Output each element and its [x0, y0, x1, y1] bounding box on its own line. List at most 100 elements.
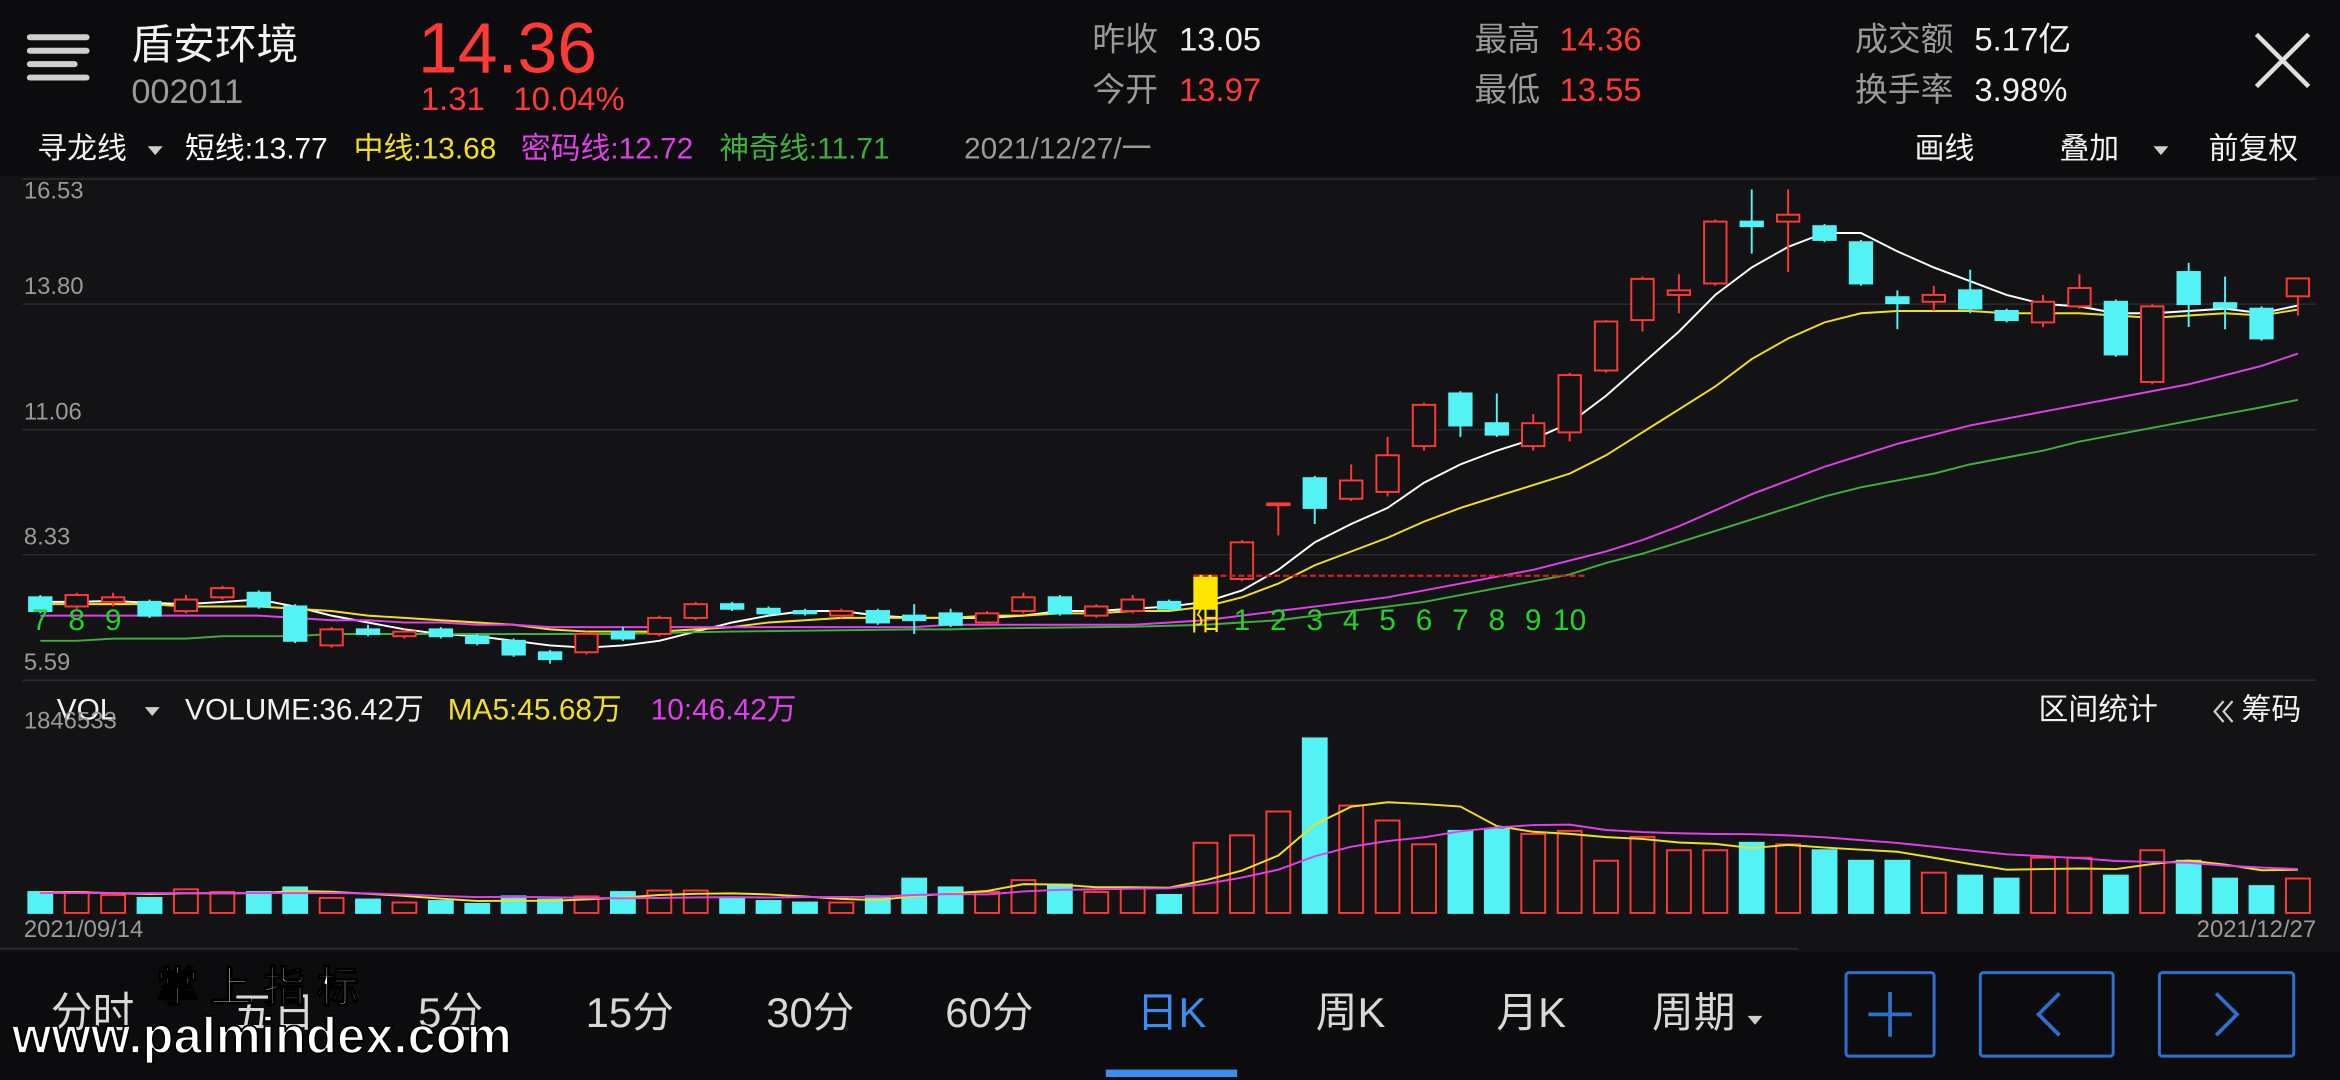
- volume-bar: [2212, 877, 2238, 914]
- period-tab[interactable]: 五日: [231, 989, 315, 1036]
- zoom-in-button[interactable]: [1844, 971, 1936, 1058]
- tool-button[interactable]: 画线: [1915, 133, 1975, 166]
- candle-body: [319, 628, 344, 647]
- tool-button[interactable]: 区间统计: [2039, 693, 2158, 726]
- legend-value: 13.68: [422, 133, 497, 166]
- volume-bar: [1265, 810, 1292, 914]
- y-tick-label: 16.53: [24, 178, 84, 205]
- volume-bar: [2102, 874, 2129, 914]
- candle-body: [28, 596, 53, 613]
- candle-body: [719, 603, 745, 610]
- volume-selector[interactable]: VOL: [57, 693, 117, 726]
- menu-button[interactable]: [26, 34, 90, 81]
- period-tab[interactable]: 周期: [1652, 989, 1736, 1036]
- volume-bar: [1556, 829, 1583, 914]
- stat-value: 3.98%: [1974, 71, 2067, 108]
- stat-label: 最低: [1474, 71, 1540, 108]
- period-tab[interactable]: 分时: [51, 989, 135, 1036]
- volume-bar: [1702, 849, 1729, 914]
- candle-body: [574, 632, 599, 654]
- volume-bar: [318, 897, 345, 914]
- candle-body: [1921, 293, 1946, 303]
- candle-body: [246, 591, 271, 608]
- count-label: 8: [1489, 604, 1506, 637]
- candle-body: [938, 612, 963, 626]
- volume-bar: [355, 898, 381, 914]
- period-tab[interactable]: 日K: [1137, 989, 1207, 1036]
- stat-label: 今开: [1092, 71, 1158, 108]
- volume-bar: [937, 886, 964, 914]
- period-tab[interactable]: 30分: [766, 989, 854, 1036]
- volume-bar: [792, 901, 818, 914]
- volume-bar: [1520, 832, 1547, 914]
- period-tab[interactable]: 月K: [1496, 989, 1566, 1036]
- candle-body: [1885, 296, 1910, 305]
- volume-bar: [245, 891, 272, 914]
- legend-separator: :: [610, 133, 618, 166]
- y-tick-label: 8.33: [24, 524, 70, 551]
- volume-bar: [1083, 891, 1110, 914]
- candle-body: [902, 614, 927, 622]
- prev-button[interactable]: [1978, 971, 2115, 1058]
- volume-bar: [1629, 835, 1656, 914]
- indicator-line: [40, 823, 2298, 900]
- volume-bar: [1447, 829, 1474, 914]
- volume-bar: [1593, 859, 1619, 914]
- legend-entry: MA5:45.68万: [448, 693, 622, 726]
- tool-button[interactable]: 筹码: [2242, 693, 2302, 726]
- volume-bar: [974, 891, 1000, 914]
- close-button[interactable]: [2254, 32, 2311, 89]
- volume-bar: [1920, 871, 1947, 914]
- period-tab[interactable]: 5分: [418, 989, 483, 1036]
- volume-bar: [391, 901, 418, 914]
- candle-body: [1047, 596, 1073, 615]
- volume-bar: [1775, 843, 1802, 914]
- period-tab[interactable]: 周K: [1316, 989, 1386, 1036]
- volume-bar: [1483, 828, 1510, 914]
- period-tab[interactable]: 15分: [586, 989, 674, 1036]
- volume-bar: [1374, 819, 1401, 914]
- candle-body: [1848, 241, 1874, 285]
- candle-body: [392, 630, 417, 638]
- candle-body: [355, 628, 381, 635]
- volume-bar: [2285, 877, 2311, 914]
- legend-entry: 中线:13.68: [354, 133, 497, 166]
- volume-bar: [1811, 849, 1838, 914]
- cursor-date: 2021/12/27/一: [964, 133, 1151, 166]
- tool-button[interactable]: 前复权: [2209, 133, 2299, 166]
- volume-bar: [1665, 849, 1692, 914]
- legend-separator: :: [311, 693, 319, 726]
- legend-name: 神奇线: [719, 133, 809, 166]
- volume-bar: [2030, 856, 2056, 914]
- volume-bar: [755, 900, 782, 914]
- volume-bar: [2248, 885, 2275, 914]
- legend-name: 10: [651, 693, 684, 726]
- candle-body: [2067, 287, 2092, 308]
- count-label: 7: [32, 604, 49, 637]
- legend-value: 45.68万: [517, 693, 622, 726]
- indicator-selector[interactable]: 寻龙线: [37, 133, 127, 166]
- tool-button[interactable]: 叠加: [2059, 133, 2119, 166]
- volume-bar: [173, 888, 199, 914]
- candle-body: [829, 610, 854, 617]
- period-tab[interactable]: 60分: [945, 989, 1033, 1036]
- count-label: 2: [1270, 604, 1287, 637]
- volume-bar: [1338, 804, 1365, 914]
- candle-body: [1448, 392, 1473, 427]
- count-label: 4: [1343, 604, 1360, 637]
- volume-bar: [500, 895, 527, 914]
- candle-body: [2212, 302, 2238, 309]
- legend-value: 36.42万: [319, 693, 424, 726]
- candle-body: [1739, 220, 1764, 228]
- dropdown-icon: [2153, 146, 2169, 156]
- legend-value: 11.71: [817, 133, 889, 166]
- candle-body: [1120, 598, 1145, 613]
- price-change-pct: 10.04%: [513, 80, 624, 117]
- volume-bar: [1411, 843, 1437, 914]
- price: 14.36: [418, 9, 597, 89]
- volume-bar: [1884, 859, 1911, 914]
- candle-body: [2285, 277, 2311, 298]
- count-label: 9: [105, 604, 122, 637]
- count-label: 3: [1306, 604, 1323, 637]
- next-button[interactable]: [2157, 971, 2296, 1058]
